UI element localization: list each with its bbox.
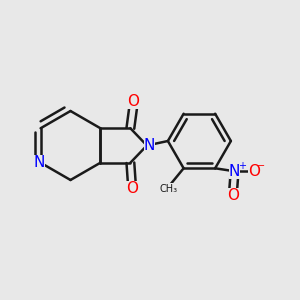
Text: O: O [128,94,140,109]
Text: O: O [126,181,138,196]
Text: CH₃: CH₃ [160,184,178,194]
Text: O: O [248,164,260,179]
Text: N: N [144,138,155,153]
Text: N: N [229,164,240,179]
Text: N: N [33,155,45,170]
Text: −: − [257,161,265,172]
Text: O: O [227,188,239,203]
Text: +: + [238,161,246,171]
